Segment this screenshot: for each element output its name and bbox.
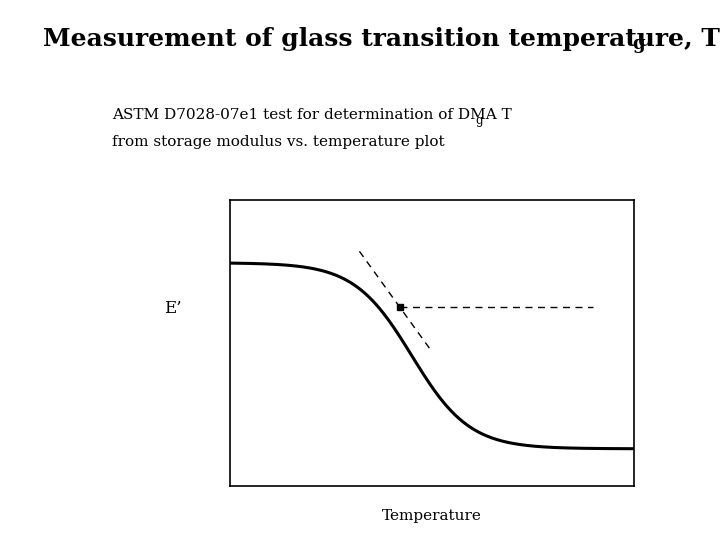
Text: DMA T: DMA T <box>452 236 506 250</box>
Text: g: g <box>505 245 512 255</box>
Text: Measurement of glass transition temperature, T: Measurement of glass transition temperat… <box>43 27 720 51</box>
Text: Temperature: Temperature <box>382 509 482 523</box>
Text: E’: E’ <box>164 300 181 317</box>
Text: g: g <box>475 114 483 127</box>
Text: g: g <box>632 35 645 53</box>
Text: from storage modulus vs. temperature plot: from storage modulus vs. temperature plo… <box>112 135 444 149</box>
Text: ASTM D7028-07e1 test for determination of DMA T: ASTM D7028-07e1 test for determination o… <box>112 108 511 122</box>
Text: B: B <box>362 235 373 249</box>
Text: A: A <box>603 300 614 314</box>
